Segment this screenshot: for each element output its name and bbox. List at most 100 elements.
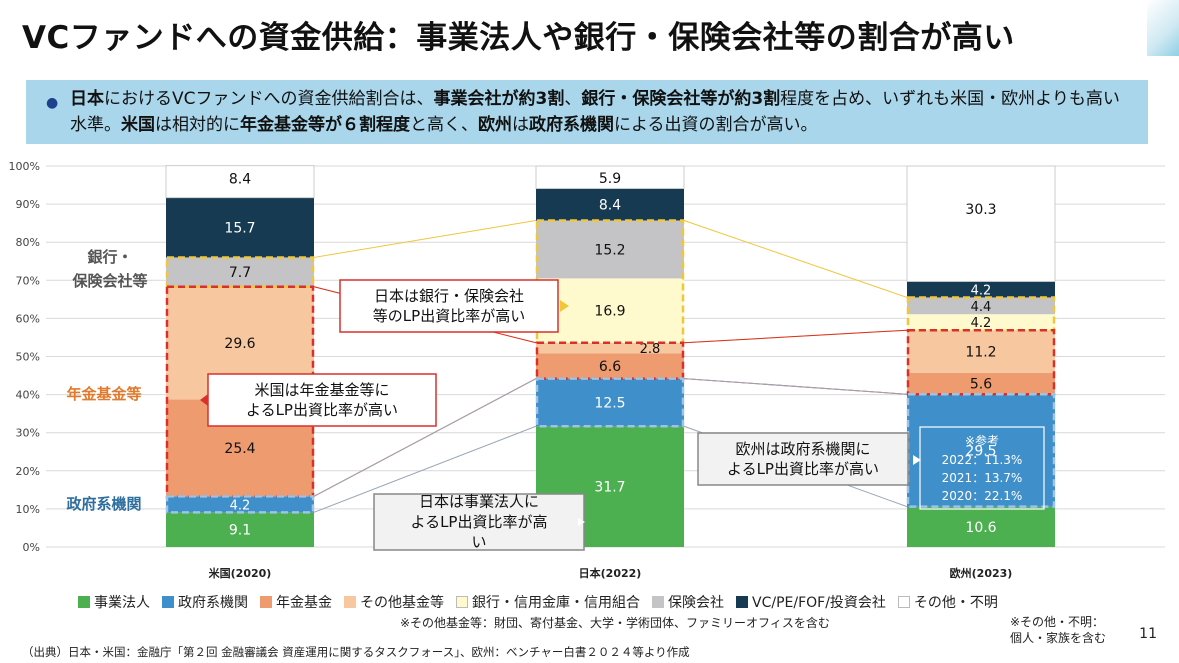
y-tick-label: 40% xyxy=(16,389,40,402)
bar-segment xyxy=(166,496,314,513)
callout-pointer xyxy=(578,518,585,526)
legend-item: 保険会社 xyxy=(652,592,724,612)
footnote-other-funds: ※その他基金等：財団、寄付基金、大学・学術団体、ファミリーオフィスを含む xyxy=(400,616,830,630)
legend-label: その他基金等 xyxy=(360,595,444,611)
footnote-other-unknown: ※その他・不明： 個人・家族を含む xyxy=(1010,614,1106,646)
bank-group-outline xyxy=(906,296,1056,332)
callout-eu-gov-text: 欧州は政府系機関に xyxy=(735,440,870,458)
legend-item: その他基金等 xyxy=(344,592,444,612)
y-tick-label: 20% xyxy=(16,465,40,478)
callout-jp-corp-text: 日本は事業法人に xyxy=(419,493,539,511)
legend-label: 保険会社 xyxy=(668,595,724,611)
callout-jp-bank-text: 日本は銀行・保険会社 xyxy=(374,287,524,305)
data-label: 29.5 xyxy=(965,443,996,459)
gov-connector-line xyxy=(313,425,537,513)
summary-bold-pension: 年金基金等が６割程度 xyxy=(240,115,410,135)
summary-segment: は xyxy=(512,115,529,135)
reference-line: 2020：22.1% xyxy=(942,489,1023,503)
summary-bold-us: 米国 xyxy=(121,115,155,135)
data-label: 25.4 xyxy=(224,441,255,457)
callout-pointer xyxy=(913,455,921,465)
data-label: 30.3 xyxy=(965,202,996,218)
summary-box: ● 日本におけるVCファンドへの資金供給割合は、事業会社が約3割、銀行・保険会社… xyxy=(26,80,1148,144)
bar-segment xyxy=(166,257,314,287)
side-label-bank: 保険会社等 xyxy=(71,272,147,290)
bar-segment xyxy=(166,197,314,258)
y-tick-label: 10% xyxy=(16,503,40,516)
data-label: 6.6 xyxy=(599,359,621,375)
data-label: 8.4 xyxy=(229,172,251,188)
callout-jp-bank-box xyxy=(339,279,559,333)
y-tick-label: 0% xyxy=(23,541,40,554)
legend-label: 政府系機関 xyxy=(178,595,248,611)
legend-swatch xyxy=(78,596,90,608)
data-label: 4.2 xyxy=(230,498,251,513)
pension-group-outline xyxy=(165,285,315,498)
bar-segment xyxy=(535,165,685,189)
legend-item: 政府系機関 xyxy=(162,592,248,612)
data-label: 4.2 xyxy=(971,283,992,298)
side-label-gov: 政府系機関 xyxy=(66,495,141,513)
summary-bold-eu: 欧州 xyxy=(478,115,512,135)
bar-segment xyxy=(907,372,1055,395)
reference-box xyxy=(919,426,1045,510)
legend-swatch xyxy=(162,596,174,608)
gov-connector-line xyxy=(683,378,908,395)
bar-segment xyxy=(907,281,1055,298)
y-tick-label: 90% xyxy=(16,198,40,211)
summary-segment: と高く、 xyxy=(410,115,478,135)
callout-jp-corp-text: い xyxy=(471,533,486,551)
gov-connector-line xyxy=(313,378,537,497)
gov-group-outline xyxy=(535,377,685,428)
legend-label: 銀行・信用金庫・信用組合 xyxy=(472,595,640,611)
pension-group-outline xyxy=(906,328,1056,396)
bar-segment xyxy=(906,165,1056,282)
callout-eu-gov-box xyxy=(697,432,909,486)
bar-segment xyxy=(907,330,1055,373)
legend-swatch xyxy=(652,596,664,608)
y-tick-label: 100% xyxy=(9,160,40,173)
callout-pointer xyxy=(560,300,569,312)
stacked-bar-chart: 0% 10% 20% 30% 40% 50% 60% 70% 80% 90% 100% 米国(2020… xyxy=(9,160,1165,580)
data-label: 8.4 xyxy=(599,197,621,213)
legend-item: 年金基金 xyxy=(260,592,332,612)
legend-item: 銀行・信用金庫・信用組合 xyxy=(456,592,640,612)
bar-segment xyxy=(536,220,684,279)
y-tick-label: 30% xyxy=(16,427,40,440)
legend-label: 事業法人 xyxy=(94,595,150,611)
legend-item: その他・不明 xyxy=(897,592,998,612)
reference-title: ※参考 xyxy=(965,433,999,448)
bar-segment xyxy=(907,506,1055,547)
summary-segment: 程度を占め、いずれも米国・欧州よりも高い水準。 xyxy=(70,89,1120,135)
summary-bold-bank: 銀行・保険会社等が約3割 xyxy=(581,89,781,109)
bar-segment xyxy=(536,188,684,221)
bullet-icon: ● xyxy=(46,95,59,111)
summary-bold-gov: 政府系機関 xyxy=(529,115,614,135)
summary-bold-corp: 事業会社が約3割 xyxy=(433,89,565,109)
data-label: 16.9 xyxy=(594,304,625,320)
summary-text: 日本におけるVCファンドへの資金供給割合は、事業会社が約3割、銀行・保険会社等が… xyxy=(70,89,1120,135)
callout-pointer xyxy=(200,394,208,406)
legend-label: 年金基金 xyxy=(276,595,332,611)
data-label: 15.2 xyxy=(594,242,625,258)
footnote-line: ※その他・不明： xyxy=(1010,615,1105,629)
legend-label: VC/PE/FOF/投資会社 xyxy=(752,595,886,611)
bar-segment xyxy=(536,353,684,379)
summary-segment: におけるVCファンドへの資金供給割合は、 xyxy=(104,89,434,109)
bar-segment xyxy=(166,512,314,547)
legend-item: VC/PE/FOF/投資会社 xyxy=(736,592,886,612)
legend-swatch xyxy=(736,596,748,608)
y-tick-label: 60% xyxy=(16,312,40,325)
pension-connector-line xyxy=(683,329,908,344)
bar-segment xyxy=(536,378,684,427)
bar-segment xyxy=(907,297,1055,315)
legend-swatch xyxy=(344,596,356,608)
summary-segment: 、 xyxy=(564,89,582,109)
data-label: 29.6 xyxy=(224,336,255,352)
legend-label: その他・不明 xyxy=(913,595,998,611)
x-tick-label: 欧州(2023) xyxy=(950,566,1013,580)
callout-us-pension-box xyxy=(207,373,437,427)
legend-swatch xyxy=(456,596,468,608)
reference-line: 2021：13.7% xyxy=(942,471,1023,485)
reference-line: 2022：11.3% xyxy=(942,453,1023,467)
